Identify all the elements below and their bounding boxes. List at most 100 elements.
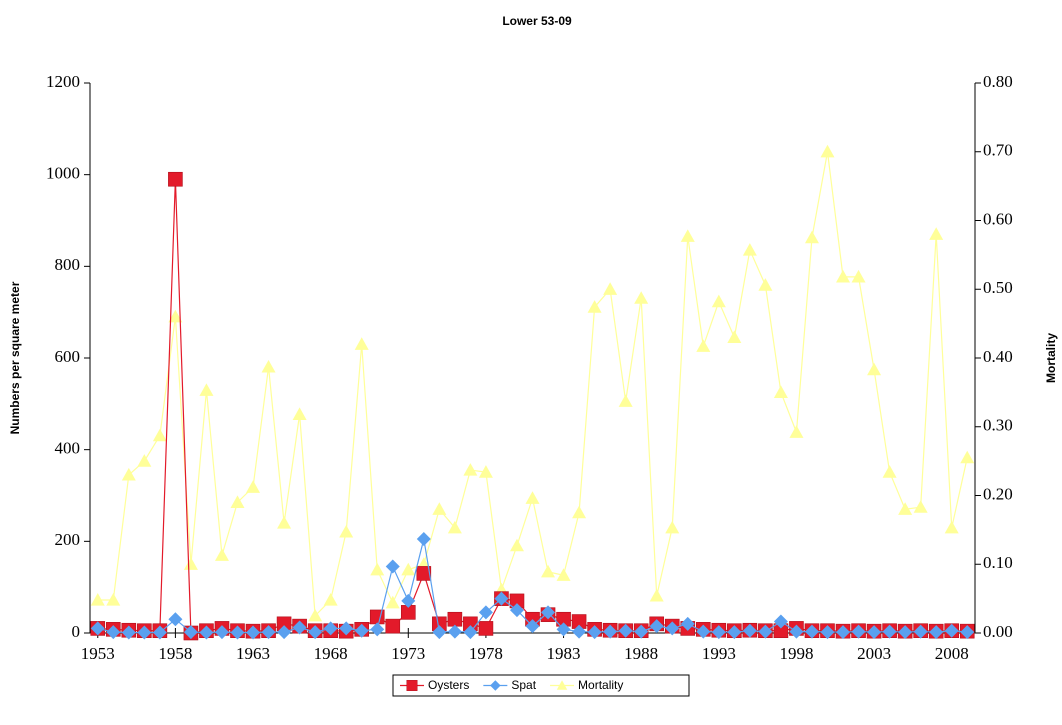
data-point xyxy=(339,621,354,636)
data-point xyxy=(463,625,478,640)
data-point xyxy=(90,593,105,606)
data-point xyxy=(106,625,121,640)
y2-tick-label: 0.10 xyxy=(983,553,1013,572)
data-point xyxy=(168,612,183,627)
data-point xyxy=(742,243,757,256)
data-point xyxy=(634,624,649,639)
x-tick-label: 1953 xyxy=(81,644,115,663)
y-tick-label: 400 xyxy=(55,439,81,458)
data-point xyxy=(804,624,819,639)
data-point xyxy=(478,465,493,478)
data-point xyxy=(478,621,494,636)
data-point xyxy=(572,624,587,639)
data-point xyxy=(137,454,152,467)
data-point xyxy=(898,625,913,640)
data-point xyxy=(867,362,882,376)
data-point xyxy=(261,359,276,373)
data-point xyxy=(665,621,680,636)
data-point xyxy=(525,491,540,504)
y2-tick-label: 0.40 xyxy=(983,347,1013,366)
x-tick-label: 1988 xyxy=(624,644,658,663)
data-point xyxy=(214,548,229,561)
x-tick-label: 1968 xyxy=(314,644,348,663)
data-point xyxy=(680,229,695,242)
data-point xyxy=(447,624,462,639)
y-tick-label: 800 xyxy=(55,255,81,274)
data-point xyxy=(509,603,524,618)
data-point xyxy=(292,407,307,420)
series-line xyxy=(97,179,968,634)
data-point xyxy=(308,625,323,640)
data-point xyxy=(851,269,866,283)
data-point xyxy=(773,614,788,629)
x-tick-label: 1978 xyxy=(469,644,503,663)
x-tick-label: 1963 xyxy=(236,644,270,663)
data-point xyxy=(509,538,524,552)
data-point xyxy=(618,394,633,407)
data-point xyxy=(447,611,463,627)
data-point xyxy=(882,465,897,478)
y2-axis-label: Mortality xyxy=(1044,333,1058,383)
data-point xyxy=(867,625,882,640)
data-point xyxy=(913,500,928,513)
data-point xyxy=(168,309,183,323)
data-point xyxy=(603,282,618,295)
data-point xyxy=(758,278,773,291)
x-tick-label: 1993 xyxy=(702,644,736,663)
data-point xyxy=(214,625,229,640)
y-tick-label: 200 xyxy=(55,530,81,549)
x-tick-label: 2008 xyxy=(935,644,969,663)
data-point xyxy=(246,625,261,640)
data-point xyxy=(183,625,198,640)
data-point xyxy=(773,385,788,398)
data-point xyxy=(711,294,726,308)
y2-tick-label: 0.80 xyxy=(983,72,1013,91)
data-point xyxy=(183,557,198,570)
data-point xyxy=(416,532,431,547)
data-point xyxy=(339,524,354,538)
chart-title: Lower 53-09 xyxy=(502,14,572,28)
data-point xyxy=(401,593,416,608)
data-point xyxy=(494,591,509,606)
data-point xyxy=(323,621,338,636)
data-point xyxy=(649,588,664,602)
data-point xyxy=(323,593,338,606)
data-point xyxy=(152,428,167,442)
x-tick-label: 2003 xyxy=(857,644,891,663)
data-point xyxy=(246,480,261,493)
data-point xyxy=(416,566,432,581)
data-point xyxy=(292,620,307,635)
data-point xyxy=(230,625,245,640)
y-tick-label: 1200 xyxy=(46,72,80,91)
data-point xyxy=(199,383,214,396)
data-point xyxy=(121,625,136,640)
data-point xyxy=(369,609,385,625)
data-point xyxy=(354,337,369,350)
data-point xyxy=(960,450,975,464)
data-point xyxy=(696,339,711,352)
data-point xyxy=(882,624,897,639)
data-point xyxy=(603,624,618,639)
data-point xyxy=(727,625,742,640)
y2-tick-label: 0.50 xyxy=(983,278,1013,297)
data-point xyxy=(711,625,726,640)
data-point xyxy=(727,330,742,343)
data-point xyxy=(556,568,571,581)
legend-marker xyxy=(406,680,418,691)
data-point xyxy=(929,227,944,240)
data-point xyxy=(478,605,493,620)
data-point xyxy=(199,625,214,640)
data-point xyxy=(804,230,819,244)
legend-label: Spat xyxy=(511,678,536,692)
data-point xyxy=(913,624,928,639)
data-point xyxy=(168,171,183,187)
y-tick-label: 600 xyxy=(55,347,81,366)
y2-tick-label: 0.30 xyxy=(983,416,1013,435)
data-point xyxy=(277,516,292,529)
data-point xyxy=(696,624,711,639)
data-point xyxy=(836,625,851,640)
data-point xyxy=(820,144,835,158)
data-point xyxy=(758,624,773,639)
data-point xyxy=(665,520,680,534)
